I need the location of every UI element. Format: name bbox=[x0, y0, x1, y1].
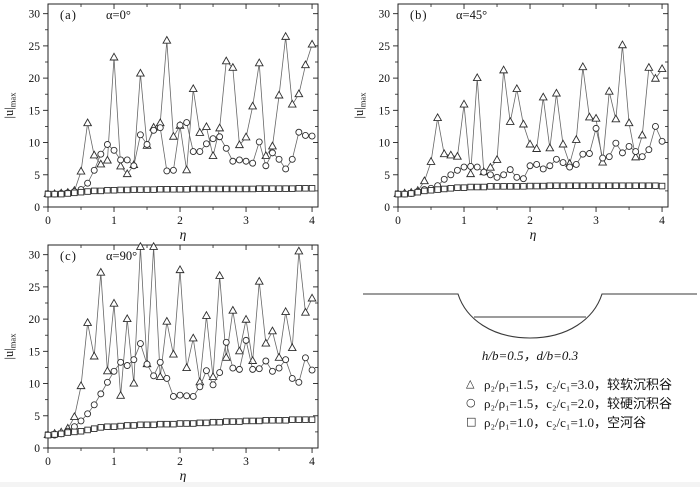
legend-item-label: ρ₂/ρ₁=1.5，c₂/c₁=3.0，较软沉积谷 bbox=[484, 377, 673, 392]
svg-text:|u|max: |u|max bbox=[2, 92, 18, 119]
svg-text:10: 10 bbox=[379, 138, 391, 150]
chart-a-alpha-0: 0 5 10 15 20 25 30 0 1 2 3 4 η |u|max (a) α=0° bbox=[2, 3, 319, 242]
legend-item-label: ρ₂/ρ₁=1.5，c₂/c₁=2.0，较硬沉积谷 bbox=[484, 396, 673, 411]
svg-text:4: 4 bbox=[659, 215, 665, 227]
svg-text:25: 25 bbox=[29, 282, 41, 294]
ground-and-valley-outline bbox=[363, 293, 697, 339]
svg-text:5: 5 bbox=[384, 170, 390, 182]
svg-text:1: 1 bbox=[111, 215, 117, 227]
svg-text:5: 5 bbox=[34, 411, 40, 423]
svg-text:|u|max: |u|max bbox=[352, 92, 368, 119]
svg-text:20: 20 bbox=[29, 314, 41, 326]
svg-text:(b): (b) bbox=[410, 8, 428, 22]
circle-marker-icon: ○ bbox=[466, 396, 476, 409]
svg-text:(c): (c) bbox=[60, 249, 77, 263]
svg-text:0: 0 bbox=[45, 215, 51, 227]
svg-text:η: η bbox=[180, 227, 187, 241]
legend-item-empty-valley: □ ρ₂/ρ₁=1.0，c₂/c₁=1.0，空河谷 bbox=[466, 412, 672, 431]
svg-text:20: 20 bbox=[29, 73, 41, 85]
valley-cross-section-diagram bbox=[363, 293, 697, 339]
svg-text:2: 2 bbox=[527, 215, 533, 227]
chart-c-alpha-90: 0 5 10 15 20 25 30 0 1 2 3 4 η |u|max (c) α=90° bbox=[2, 241, 319, 483]
svg-text:0: 0 bbox=[45, 456, 51, 468]
svg-text:0: 0 bbox=[384, 202, 390, 214]
svg-text:30: 30 bbox=[29, 250, 41, 262]
panel-b: 0 5 10 15 20 25 30 0 1 2 3 4 η |u|max (b) α=45° bbox=[350, 0, 700, 242]
svg-text:20: 20 bbox=[379, 73, 391, 85]
svg-text:2: 2 bbox=[177, 456, 183, 468]
svg-text:0: 0 bbox=[395, 215, 401, 227]
svg-text:3: 3 bbox=[243, 456, 249, 468]
svg-text:3: 3 bbox=[593, 215, 599, 227]
svg-text:10: 10 bbox=[29, 379, 41, 391]
svg-text:15: 15 bbox=[29, 105, 41, 117]
valley-geometry-caption: h/b=0.5，d/b=0.3 bbox=[481, 348, 579, 363]
svg-text:5: 5 bbox=[34, 170, 40, 182]
legend-item-soft-valley: △ ρ₂/ρ₁=1.5，c₂/c₁=3.0，较软沉积谷 bbox=[466, 374, 672, 393]
svg-text:α=45°: α=45° bbox=[456, 8, 487, 22]
triangle-marker-icon: △ bbox=[466, 377, 475, 390]
svg-text:(a): (a) bbox=[60, 8, 77, 22]
legend-panel: h/b=0.5，d/b=0.3 △ ρ₂/ρ₁=1.5，c₂/c₁=3.0，较软… bbox=[350, 241, 700, 482]
legend-item-label: ρ₂/ρ₁=1.0，c₂/c₁=1.0，空河谷 bbox=[484, 415, 647, 430]
svg-text:4: 4 bbox=[309, 215, 315, 227]
legend-list: △ ρ₂/ρ₁=1.5，c₂/c₁=3.0，较软沉积谷 ○ ρ₂/ρ₁=1.5，… bbox=[466, 374, 672, 431]
svg-text:α=0°: α=0° bbox=[106, 8, 131, 22]
legend-item-hard-valley: ○ ρ₂/ρ₁=1.5，c₂/c₁=2.0，较硬沉积谷 bbox=[466, 393, 672, 412]
svg-text:|u|max: |u|max bbox=[2, 333, 18, 360]
svg-text:η: η bbox=[530, 227, 537, 241]
svg-text:2: 2 bbox=[177, 215, 183, 227]
svg-text:4: 4 bbox=[309, 456, 315, 468]
svg-text:25: 25 bbox=[379, 41, 391, 53]
svg-text:15: 15 bbox=[379, 105, 391, 117]
svg-text:η: η bbox=[180, 468, 187, 482]
svg-text:10: 10 bbox=[29, 138, 41, 150]
svg-text:α=90°: α=90° bbox=[106, 249, 137, 263]
square-marker-icon: □ bbox=[466, 415, 477, 428]
svg-text:30: 30 bbox=[379, 9, 391, 21]
panel-a: 0 5 10 15 20 25 30 0 1 2 3 4 η |u|max (a) α=0° bbox=[0, 0, 350, 242]
svg-text:1: 1 bbox=[111, 456, 117, 468]
svg-text:1: 1 bbox=[461, 215, 467, 227]
svg-text:25: 25 bbox=[29, 41, 41, 53]
svg-text:0: 0 bbox=[34, 202, 40, 214]
chart-b-alpha-45: 0 5 10 15 20 25 30 0 1 2 3 4 η |u|max (b) α=45° bbox=[352, 3, 669, 242]
svg-text:30: 30 bbox=[29, 9, 41, 21]
svg-text:3: 3 bbox=[243, 215, 249, 227]
panel-c: 0 5 10 15 20 25 30 0 1 2 3 4 η |u|max (c) α=90° bbox=[0, 241, 350, 483]
svg-text:15: 15 bbox=[29, 346, 41, 358]
svg-text:0: 0 bbox=[34, 443, 40, 455]
